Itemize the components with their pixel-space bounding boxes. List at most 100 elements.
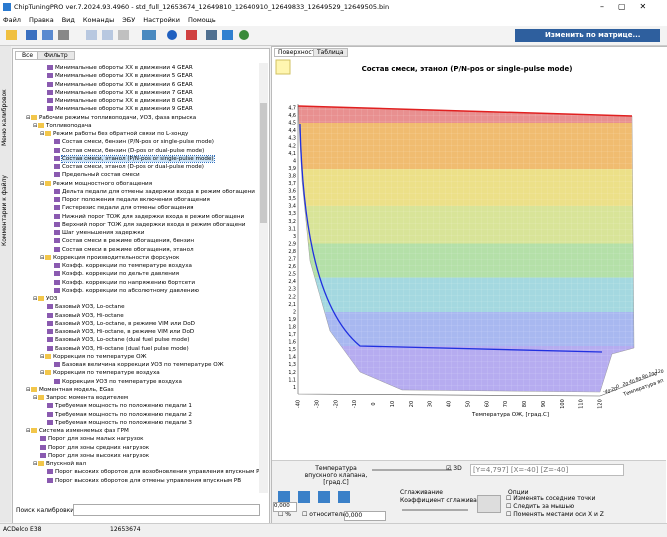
tree-item[interactable]: Коэфф. коррекции по напряжению бортсети — [54, 279, 195, 287]
tree-item[interactable]: Минимальные обороты XX в движении 9 GEAR — [47, 105, 193, 113]
menu-item[interactable]: Команды — [82, 16, 115, 24]
value-input[interactable]: 0,000 — [344, 511, 386, 521]
tree-item[interactable]: Порог для зоны средних нагрузок — [40, 444, 149, 452]
tree-item[interactable]: Базовый УОЗ, Hi-octane, в режиме VIM или… — [47, 328, 194, 336]
tree-item[interactable]: Шаг уменьшения задержки — [54, 229, 144, 237]
expander: ⊟ — [26, 428, 31, 434]
tree-item[interactable]: Дельта педали для отмены задержки входа … — [54, 188, 255, 196]
tree-item[interactable]: Предельный состав смеси — [54, 171, 140, 179]
tree-label: Шаг уменьшения задержки — [62, 230, 145, 236]
title-bar: ChipTuningPRO ver.7.2024.93.4960 - std_f… — [0, 0, 667, 14]
tree-label: Базовый УОЗ, Hi-octane, в режиме VIM или… — [55, 329, 195, 335]
tree-item[interactable]: ⊟ Режим мощностного обогащения — [40, 180, 152, 188]
tree-item[interactable]: ⊟ Коррекция по температуре воздуха — [40, 369, 160, 377]
tree-label: Коэфф. коррекции по напряжению бортсети — [62, 279, 196, 286]
tree-item[interactable]: Нижний порог ТОЖ для задержки входа в ре… — [54, 213, 244, 221]
tree-item[interactable]: Базовый УОЗ, Lo-octane, в режиме VIM или… — [47, 320, 195, 328]
tree-item[interactable]: ⊟ Режим работы без обратной связи по L-зо… — [40, 130, 188, 138]
button-plus[interactable] — [298, 491, 310, 503]
tree-item[interactable]: ⊟ Запрос момента водителем — [33, 394, 128, 402]
bulb-button[interactable] — [275, 59, 291, 75]
side-tab[interactable]: Комментарии к файлу — [1, 175, 8, 246]
tree-item[interactable]: Требуемая мощность по положению педали 2 — [47, 411, 192, 419]
options-label: Опции — [508, 489, 529, 496]
tree-item[interactable]: Порог положения педали включения обогаще… — [54, 196, 210, 204]
tree-item[interactable]: Состав смеси, бензин (D-pos or dual-puls… — [54, 147, 204, 155]
tree-item[interactable]: Состав смеси, этанол (P/N-pos or single-… — [54, 154, 215, 163]
tree-item[interactable]: ⊟ Коррекция по температуре ОЖ — [40, 353, 147, 361]
tree-item[interactable]: Коррекция УОЗ по температуре воздуха — [54, 378, 182, 386]
search-input[interactable] — [73, 504, 260, 516]
map-icon — [47, 312, 53, 318]
menu-item[interactable]: Файл — [3, 16, 21, 24]
menu-item[interactable]: Настройки — [143, 16, 180, 24]
tree-item[interactable]: ⊟ УОЗ — [33, 295, 57, 303]
menu-item[interactable]: ЭБУ — [122, 16, 136, 24]
button-multiply[interactable] — [318, 491, 330, 503]
tree-item[interactable]: Минимальные обороты XX в движении 5 GEAR — [47, 72, 193, 80]
tree-item[interactable]: Базовый УОЗ, Hi-octane — [47, 312, 124, 320]
option-check[interactable]: ☐ Поменять местами оси X и Z — [506, 511, 604, 518]
relative-check[interactable]: ☐ относительно — [302, 511, 354, 518]
tree-item[interactable]: ⊟ Система изменяемых фаз ГРМ — [26, 427, 129, 435]
tree-item[interactable]: Минимальные обороты XX в движении 4 GEAR — [47, 64, 193, 72]
tree-item[interactable]: Состав смеси в режиме обогащения, бензин — [54, 237, 194, 245]
check-3d[interactable]: ☑ 3D — [446, 465, 462, 472]
tree-item[interactable]: Коэфф. коррекции по дельте давления — [54, 270, 179, 278]
tree-item[interactable]: Базовый УОЗ, Hi-octane (dual fuel pulse … — [47, 345, 189, 353]
tree-item[interactable]: ⊟ Рабочие режимы топливоподачи, УОЗ, фаза… — [26, 114, 196, 122]
tree-item[interactable]: Порог высоких оборотов для отмены управл… — [47, 477, 241, 485]
folder-icon — [31, 428, 37, 433]
tree-item[interactable]: Порог высоких оборотов для возобновления… — [47, 468, 260, 476]
scrollbar[interactable] — [259, 63, 268, 493]
smoothing-button[interactable] — [477, 495, 501, 513]
tree-item[interactable]: Требуемая мощность по положению педали 3 — [47, 419, 192, 427]
menu-item[interactable]: Помощь — [187, 16, 216, 24]
tree-item[interactable]: Состав смеси, бензин (P/N-pos or single-… — [54, 138, 214, 146]
tree-item[interactable]: ⊟ Топливоподача — [33, 122, 92, 130]
tree-item[interactable]: Состав смеси, этанол (D-pos or dual-puls… — [54, 163, 204, 171]
z-tick-label: 2,3 — [288, 287, 296, 293]
percent-check[interactable]: ☐ % — [278, 511, 291, 518]
tree-item[interactable]: Базовая величина коррекции УОЗ по темпер… — [54, 361, 224, 369]
tab[interactable]: Таблица — [313, 48, 348, 57]
z-tick-label: 4,2 — [288, 143, 296, 149]
surface-plot[interactable]: Состав смеси, этанол (P/N-pos or single-… — [272, 56, 666, 460]
tree-item[interactable]: Верхний порог ТОЖ для задержки входа в р… — [54, 221, 245, 229]
z-tick-label: 4,5 — [288, 121, 296, 127]
tree-item[interactable]: ⊟ Коррекция производительности форсунок — [40, 254, 179, 262]
tree-item[interactable]: Порог для зоны высоких нагрузок — [40, 452, 149, 460]
tree-item[interactable]: Базовый УОЗ, Lo-octane (dual fuel pulse … — [47, 336, 189, 344]
tree-item[interactable]: Базовый УОЗ, Lo-octane — [47, 303, 125, 311]
slider[interactable] — [372, 469, 452, 471]
menu-item[interactable]: Правка — [28, 16, 54, 24]
tree-item[interactable]: Коэфф. коррекции по температуре воздуха — [54, 262, 192, 270]
button-equal[interactable] — [278, 491, 290, 503]
window-buttons[interactable]: –▢✕ — [600, 2, 661, 11]
option-check[interactable]: ☐ Изменять соседние точки — [506, 495, 596, 502]
toolbar-icons[interactable] — [0, 26, 280, 45]
matrix-button[interactable]: Изменить по матрице... — [515, 29, 660, 42]
side-tab[interactable]: Меню калибровок — [1, 89, 8, 146]
tree-item[interactable]: Минимальные обороты XX в движении 7 GEAR — [47, 89, 193, 97]
expander: ⊟ — [40, 131, 45, 137]
tree-item[interactable]: Требуемая мощность по положению педали 1 — [47, 402, 192, 410]
option-check[interactable]: ☐ Следить за мышью — [506, 503, 575, 510]
map-icon — [54, 155, 60, 161]
value-input[interactable]: 0,000 — [273, 502, 297, 512]
tree-item[interactable]: Минимальные обороты XX в движении 8 GEAR — [47, 97, 193, 105]
z-tick-label: 1,9 — [288, 317, 296, 323]
smoothing-slider[interactable] — [402, 509, 468, 511]
tree-item[interactable]: ⊟ Впускной вал — [33, 460, 86, 468]
tree-item[interactable]: Состав смеси в режиме обогащения, этанол — [54, 246, 194, 254]
button-divide[interactable] — [338, 491, 350, 503]
tree-item[interactable]: ⊟ Моментная модель, EGas — [26, 386, 114, 394]
tab[interactable]: Фильтр — [37, 51, 75, 60]
tree-item[interactable]: Минимальные обороты XX в движении 6 GEAR — [47, 81, 193, 89]
menu-item[interactable]: Вид — [61, 16, 75, 24]
tree-item[interactable]: Порог для зоны малых нагрузок — [40, 435, 144, 443]
map-icon — [54, 139, 60, 145]
tree-item[interactable]: Гистерезис педали для отмены обогащения — [54, 204, 193, 212]
tree-item[interactable]: Коэфф. коррекции по абсолютному давлению — [54, 287, 199, 295]
map-icon — [47, 98, 53, 103]
